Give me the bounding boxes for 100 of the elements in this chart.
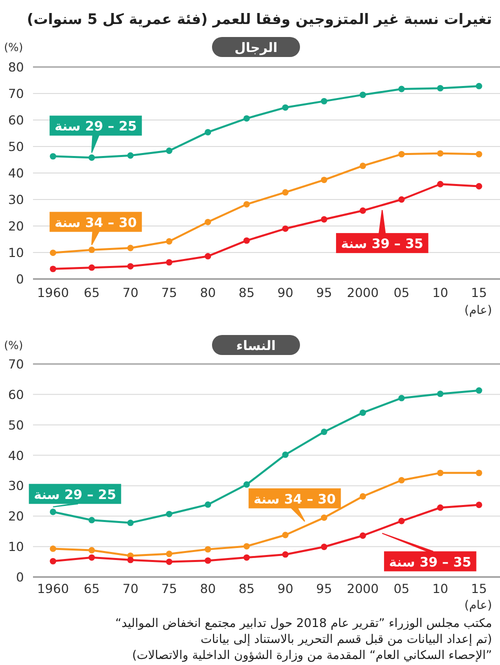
point — [398, 86, 405, 92]
point — [88, 246, 95, 254]
point — [320, 216, 328, 223]
y-tick-label: 80 — [8, 60, 24, 74]
text: ”الإحصاء السكاني العام“ المقدمة من وزارة الشؤون الداخلية والاتصالات) — [132, 648, 492, 662]
y-tick-label: 60 — [8, 112, 24, 128]
point — [437, 504, 444, 511]
point — [437, 470, 444, 476]
point — [476, 470, 482, 476]
point — [476, 502, 482, 508]
point — [243, 481, 250, 488]
legend-label: 35 – 39 سنة — [389, 555, 472, 570]
point — [320, 514, 328, 521]
x-tick-label: 65 — [84, 285, 100, 300]
y-axis-title: (%) — [4, 339, 24, 352]
x-tick-label: 75 — [161, 581, 178, 596]
point — [50, 508, 56, 516]
x-tick-label: 10 — [432, 285, 448, 300]
point — [127, 244, 134, 252]
y-tick-label: 10 — [8, 245, 24, 260]
point — [360, 532, 366, 539]
point — [127, 556, 134, 564]
point — [88, 516, 95, 524]
point — [204, 128, 212, 136]
y-tick-label: 30 — [8, 192, 24, 207]
point — [243, 554, 250, 561]
point — [50, 546, 56, 552]
x-tick-label: 1960 — [37, 285, 69, 300]
point — [437, 150, 444, 157]
point — [437, 180, 444, 188]
point — [476, 82, 482, 90]
x-tick-label: 05 — [394, 285, 410, 300]
series-label: 25 – 29 سنة — [54, 120, 137, 135]
point — [437, 85, 444, 92]
point — [282, 189, 289, 196]
point — [282, 451, 289, 458]
x-tick-label: 65 — [84, 581, 100, 596]
text: (تم إعداد البيانات من قبل قسم التحرير بالاستناد إلى بيانات — [200, 632, 492, 646]
y-tick-label: 70 — [8, 86, 24, 101]
point — [398, 196, 405, 203]
y-axis-title: (%) — [4, 41, 24, 54]
point — [88, 154, 95, 161]
point — [320, 428, 328, 436]
y-tick-label: 0 — [16, 272, 24, 286]
point — [476, 183, 482, 190]
point — [50, 266, 56, 272]
point — [398, 150, 405, 158]
point — [243, 115, 250, 122]
point — [88, 547, 95, 554]
x-tick-label: 85 — [238, 285, 255, 300]
point — [204, 501, 212, 508]
y-tick-label: 20 — [8, 508, 24, 524]
point — [204, 253, 212, 260]
x-tick-label: 2000 — [346, 285, 379, 300]
series-label: 30 – 34 سنة — [254, 492, 336, 508]
point — [127, 520, 134, 526]
x-tick-label: 90 — [277, 581, 294, 596]
point — [398, 518, 405, 524]
point — [282, 104, 289, 111]
point — [166, 238, 172, 245]
x-tick-label: 80 — [200, 285, 216, 300]
point — [166, 558, 172, 565]
point — [320, 98, 328, 104]
x-tick-label: 05 — [394, 581, 410, 596]
point — [320, 544, 328, 550]
point — [243, 543, 250, 550]
point — [50, 558, 56, 564]
point — [398, 477, 405, 484]
point — [166, 550, 172, 558]
x-tick-label: 90 — [277, 285, 294, 300]
point — [360, 92, 366, 98]
point — [243, 237, 250, 244]
x-tick-label: 1960 — [37, 581, 69, 596]
y-tick-label: 60 — [8, 386, 24, 402]
point — [476, 150, 482, 158]
point — [282, 225, 289, 232]
y-tick-label: 10 — [8, 539, 24, 554]
point — [360, 493, 366, 500]
point — [50, 250, 56, 256]
point — [282, 551, 289, 558]
x-tick-label: 70 — [122, 581, 138, 596]
point — [437, 390, 444, 398]
x-tick-label: 80 — [200, 581, 216, 596]
series-label: 25 – 29 سنة — [34, 488, 116, 503]
point — [50, 153, 56, 160]
point — [127, 152, 134, 159]
point — [243, 201, 250, 208]
x-tick-label: 15 — [471, 285, 487, 300]
chart-subtitle: النساء — [236, 339, 276, 354]
y-tick-label: 40 — [8, 448, 24, 463]
x-tick-label: 95 — [316, 581, 332, 596]
x-tick-label: 75 — [161, 285, 178, 300]
y-tick-label: 40 — [8, 166, 24, 180]
y-tick-label: 20 — [8, 218, 24, 234]
point — [360, 162, 366, 170]
point — [127, 263, 134, 270]
x-tick-label: 95 — [316, 285, 332, 300]
x-tick-label: 15 — [471, 581, 487, 596]
point — [166, 148, 172, 154]
point — [360, 409, 366, 416]
